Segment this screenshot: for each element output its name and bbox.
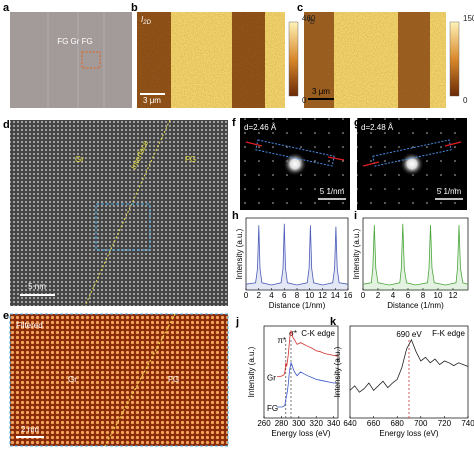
filtered-image [9, 313, 229, 447]
map-label: ID [308, 15, 315, 25]
area [246, 223, 348, 290]
line [349, 338, 469, 393]
label: Filtered [16, 321, 43, 330]
series-label: Gr [267, 374, 276, 383]
label: Gr [68, 375, 77, 384]
x-tick-label: 6 [406, 291, 411, 300]
label: FG Gr FG [57, 37, 93, 46]
series-label: FG [267, 404, 278, 413]
x-tick-label: 8 [295, 291, 300, 300]
line [277, 330, 339, 377]
x-tick-label: 680 [391, 419, 405, 428]
y-axis-label: Intensity (a.u.) [247, 346, 256, 397]
x-tick-label: 700 [414, 419, 428, 428]
colorbar [449, 21, 460, 97]
plot-frame [362, 217, 469, 291]
x-tick-label: 260 [257, 419, 271, 428]
scale-bar: 5 1/nm [320, 187, 345, 196]
x-tick-label: 12 [449, 291, 458, 300]
panel-label: c [297, 2, 303, 14]
colorbar-label: 1500 [463, 14, 474, 23]
x-axis-label: Energy loss (eV) [271, 429, 330, 438]
label: d=2.46 Å [244, 123, 277, 132]
x-tick-label: 340 [327, 419, 341, 428]
panel-label: j [235, 316, 239, 328]
plot-frame [263, 325, 339, 419]
scale-bar: 5 nm [28, 282, 46, 291]
x-tick-label: 0 [361, 291, 366, 300]
x-tick-label: 12 [318, 291, 327, 300]
x-tick-label: 640 [343, 419, 357, 428]
x-tick-label: 8 [421, 291, 426, 300]
x-tick-label: 14 [331, 291, 340, 300]
panel-label: i [354, 210, 357, 222]
x-axis-label: Distance (1/nm) [387, 301, 444, 310]
x-tick-label: 2 [257, 291, 262, 300]
x-tick-label: 0 [244, 291, 249, 300]
x-axis-label: Distance (1/nm) [269, 301, 326, 310]
y-axis-label: Intensity (a.u.) [352, 228, 361, 279]
tem-image [10, 120, 228, 306]
x-tick-label: 300 [292, 419, 306, 428]
colorbar-label: 0 [463, 96, 468, 105]
x-tick-label: 16 [344, 291, 353, 300]
panel-label: k [330, 316, 337, 328]
region-box [81, 51, 101, 69]
x-tick-label: 10 [305, 291, 314, 300]
scale-bar: 5 1/nm [437, 187, 462, 196]
x-tick-label: 4 [391, 291, 396, 300]
region-box [95, 203, 151, 251]
x-axis-label: Energy loss (eV) [379, 429, 438, 438]
x-tick-label: 10 [434, 291, 443, 300]
scale-bar: 2 nm [21, 425, 39, 434]
annotation: C-K edge [301, 329, 335, 338]
x-tick-label: 660 [367, 419, 381, 428]
panel-label: f [232, 117, 236, 129]
colorbar [288, 21, 299, 97]
x-tick-label: 4 [269, 291, 274, 300]
label: FG [168, 375, 179, 384]
scale-bar: 3 μm [143, 96, 161, 105]
colorbar-label: 460 [302, 14, 316, 23]
panel-label: d [3, 119, 10, 131]
y-axis-label: Intensity (a.u.) [333, 346, 342, 397]
line [245, 223, 349, 286]
panel-label: g [354, 117, 361, 129]
label: Gr [75, 155, 84, 164]
x-tick-label: 740 [461, 419, 474, 428]
panel-label: b [131, 2, 138, 14]
label: FG [185, 155, 196, 164]
x-tick-label: 280 [275, 419, 289, 428]
optical-image [10, 12, 132, 108]
panel-label: e [3, 310, 9, 322]
reference-label: 690 eV [396, 330, 422, 339]
label: d=2.48 Å [361, 123, 394, 132]
x-tick-label: 2 [376, 291, 381, 300]
y-axis-label: Intensity (a.u.) [235, 228, 244, 279]
panel-label: a [3, 2, 10, 14]
x-tick-label: 720 [438, 419, 452, 428]
panel-label: h [232, 210, 239, 222]
reference-label: π* [277, 336, 286, 345]
reference-label: σ* [289, 329, 297, 338]
colorbar-label: 0 [302, 96, 307, 105]
line [277, 361, 338, 408]
x-tick-label: 6 [282, 291, 287, 300]
map-label: I2D [141, 15, 152, 25]
x-tick-label: 320 [310, 419, 324, 428]
line [362, 223, 469, 286]
area [363, 223, 468, 290]
annotation: F-K edge [432, 329, 465, 338]
scale-bar: 3 μm [312, 87, 330, 96]
